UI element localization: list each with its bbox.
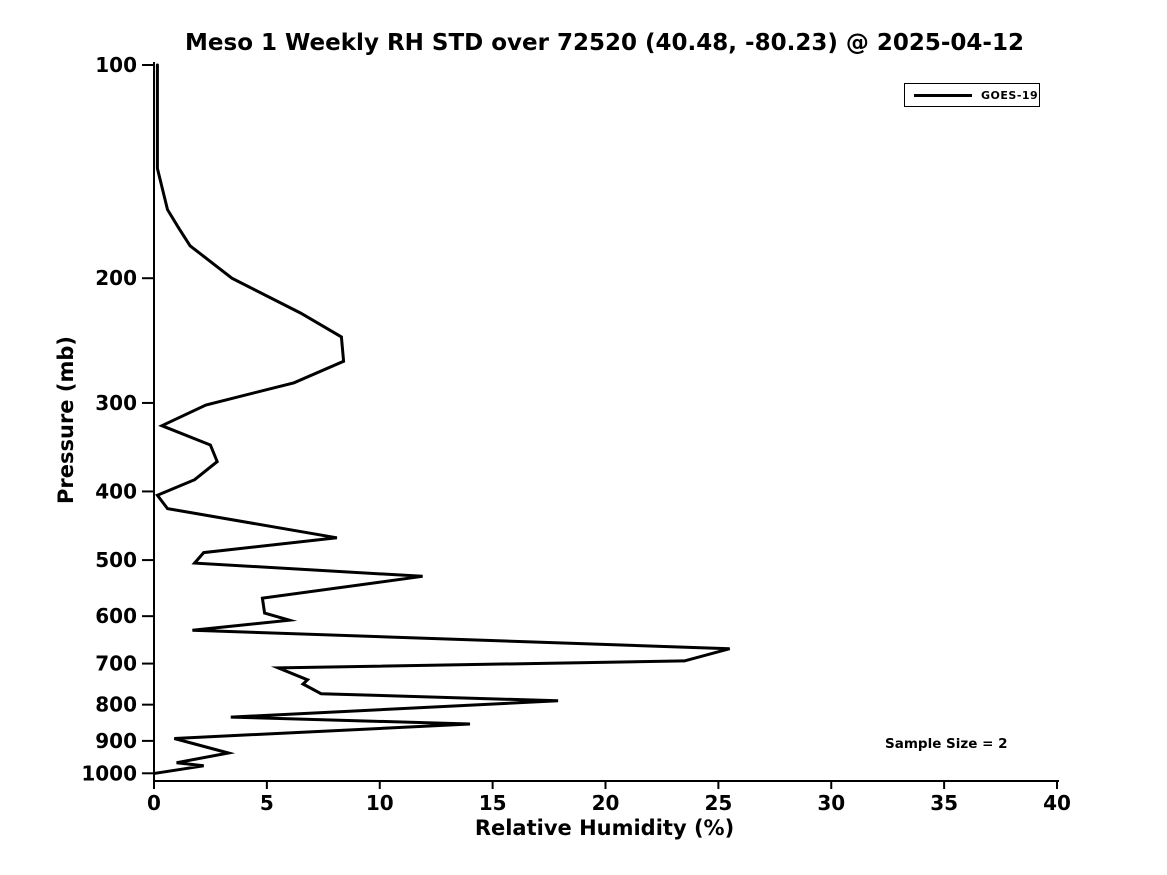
x-tick-label: 40 <box>1043 791 1071 815</box>
x-tick-label: 0 <box>147 791 161 815</box>
chart-title: Meso 1 Weekly RH STD over 72520 (40.48, … <box>185 30 1024 56</box>
x-tick-label: 30 <box>817 791 845 815</box>
x-tick-label: 25 <box>704 791 732 815</box>
y-tick-label: 900 <box>95 729 137 753</box>
legend-line-swatch <box>914 93 972 97</box>
y-tick-label: 300 <box>95 391 137 415</box>
legend: GOES-19 <box>904 83 1040 107</box>
x-tick-label: 10 <box>366 791 394 815</box>
y-tick-label: 400 <box>95 479 137 503</box>
x-tick-label: 15 <box>479 791 507 815</box>
x-axis-label: Relative Humidity (%) <box>474 816 735 840</box>
y-axis-label: Pressure (mb) <box>54 336 78 504</box>
rh-std-line <box>153 63 731 775</box>
y-tick-label: 700 <box>95 652 137 676</box>
y-tick-label: 800 <box>95 693 137 717</box>
x-tick-label: 5 <box>260 791 274 815</box>
y-tick-label: 500 <box>95 548 137 572</box>
legend-label: GOES-19 <box>981 88 1039 102</box>
x-tick-label: 35 <box>930 791 958 815</box>
y-tick-label: 1000 <box>81 761 137 785</box>
y-tick-label: 100 <box>95 53 137 77</box>
sample-size-annotation: Sample Size = 2 <box>885 736 1008 752</box>
y-tick-label: 200 <box>95 266 137 290</box>
x-tick-label: 20 <box>592 791 620 815</box>
y-tick-label: 600 <box>95 604 137 628</box>
